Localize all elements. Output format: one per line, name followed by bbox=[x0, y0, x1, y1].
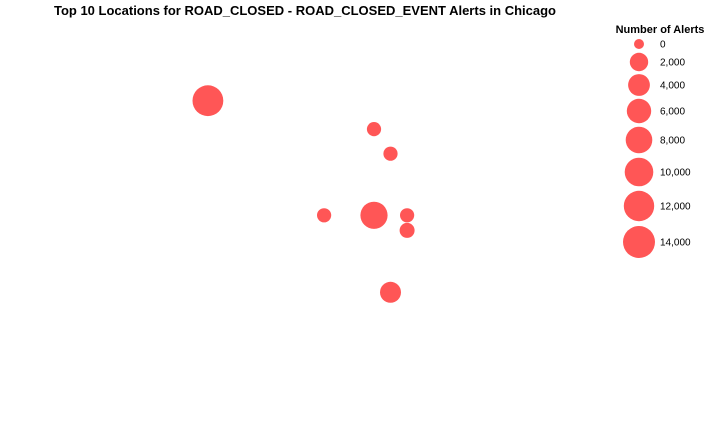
data-point-6 bbox=[400, 208, 415, 223]
legend-title: Number of Alerts bbox=[616, 24, 705, 36]
legend-label-6: 10,000 bbox=[660, 168, 691, 179]
legend-swatch-7 bbox=[623, 190, 655, 222]
data-point-8 bbox=[380, 281, 401, 303]
legend: Number of Alerts 0 2,000 4,000 6,000 8,000 10… bbox=[616, 24, 705, 258]
points-layer bbox=[192, 85, 415, 303]
data-point-1 bbox=[192, 85, 224, 117]
legend-label-7: 12,000 bbox=[660, 202, 691, 213]
legend-label-4: 6,000 bbox=[660, 107, 685, 118]
data-point-7 bbox=[399, 222, 415, 238]
legend-label-5: 8,000 bbox=[660, 136, 685, 147]
legend-label-8: 14,000 bbox=[660, 238, 691, 249]
legend-swatch-1 bbox=[634, 39, 644, 49]
data-point-4 bbox=[317, 208, 332, 223]
legend-entries: 0 2,000 4,000 6,000 8,000 10,000 12,000 14,000 bbox=[623, 39, 691, 258]
legend-swatch-6 bbox=[624, 157, 654, 187]
legend-label-1: 0 bbox=[660, 40, 666, 51]
legend-swatch-5 bbox=[625, 126, 653, 154]
data-point-5 bbox=[360, 201, 388, 229]
legend-swatch-4 bbox=[626, 98, 652, 124]
data-point-2 bbox=[366, 122, 382, 137]
data-point-3 bbox=[383, 146, 398, 161]
legend-swatch-8 bbox=[623, 226, 655, 258]
chart-title: Top 10 Locations for ROAD_CLOSED - ROAD_… bbox=[54, 3, 556, 18]
legend-swatch-2 bbox=[629, 52, 649, 72]
legend-label-3: 4,000 bbox=[660, 81, 685, 92]
legend-label-2: 2,000 bbox=[660, 58, 685, 69]
legend-swatch-3 bbox=[628, 74, 650, 96]
